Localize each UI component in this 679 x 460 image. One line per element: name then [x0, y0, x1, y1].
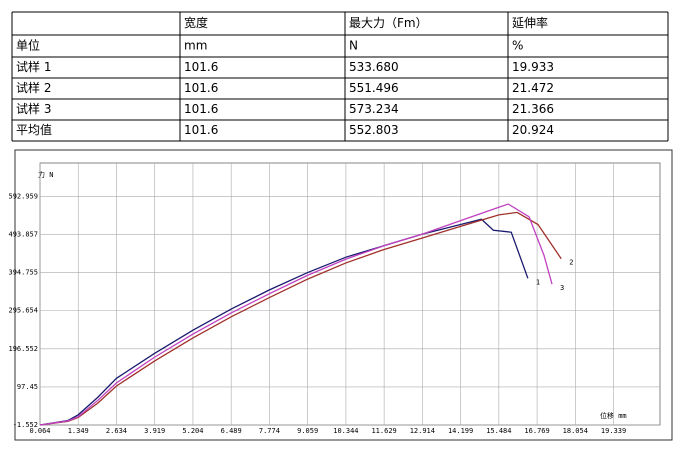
y-tick-label: 97.45 — [17, 383, 38, 391]
y-tick-label: 592.959 — [8, 192, 38, 200]
y-tick-label: 196.552 — [8, 345, 38, 353]
table-cell: 试样 1 — [16, 59, 51, 74]
x-tick-label: 15.484 — [486, 427, 511, 435]
x-tick-label: 2.634 — [106, 427, 127, 435]
x-tick-label: 12.914 — [410, 427, 435, 435]
y-tick-label: 493.857 — [8, 231, 38, 239]
plot-frame — [39, 162, 661, 426]
table-cell: 试样 3 — [16, 101, 51, 116]
y-tick-label: 295.654 — [8, 307, 38, 315]
table-cell: 533.680 — [349, 60, 399, 74]
header-cell: 宽度 — [184, 15, 208, 30]
table-cell: 101.6 — [184, 123, 218, 137]
x-tick-label: 10.344 — [333, 427, 358, 435]
table-cell: 101.6 — [184, 102, 218, 116]
table-cell: 单位 — [16, 38, 40, 53]
table-cell: 19.933 — [512, 60, 554, 74]
table-cell: 试样 2 — [16, 80, 51, 95]
x-tick-label: 9.059 — [297, 427, 318, 435]
table-cell: 20.924 — [512, 123, 554, 137]
x-tick-label: 19.339 — [601, 427, 626, 435]
x-tick-label: 7.774 — [259, 427, 280, 435]
chart-frame — [14, 149, 673, 441]
x-tick-label: 1.349 — [68, 427, 89, 435]
x-tick-label: 6.489 — [221, 427, 242, 435]
header-cell: 延伸率 — [512, 15, 548, 30]
series-line — [39, 218, 529, 426]
table-cell: 573.234 — [349, 102, 399, 116]
x-tick-label: 14.199 — [448, 427, 473, 435]
table-cell: 551.496 — [349, 81, 399, 95]
y-tick-label: -1.552 — [13, 421, 38, 429]
x-tick-label: 18.054 — [563, 427, 588, 435]
table-cell: 552.803 — [349, 123, 399, 137]
chart: 力 N 位移 mm -1.55297.45196.552295.654394.7… — [8, 149, 673, 441]
table-cell: 平均值 — [16, 122, 52, 137]
series-label: 3 — [560, 284, 564, 292]
series-line — [39, 203, 553, 426]
header-cell: 最大力（Fm） — [349, 16, 428, 30]
series-line — [39, 211, 562, 426]
x-tick-label: 16.769 — [524, 427, 549, 435]
table-cell: 21.366 — [512, 102, 554, 116]
x-tick-label: 0.064 — [29, 427, 50, 435]
table-cell: % — [512, 39, 523, 53]
y-tick-label: 394.755 — [8, 269, 38, 277]
x-tick-label: 11.629 — [371, 427, 396, 435]
table-cell: 101.6 — [184, 60, 218, 74]
table-cell: mm — [184, 39, 207, 53]
x-tick-label: 5.204 — [182, 427, 203, 435]
table-cell: N — [349, 39, 358, 53]
y-axis-label: 力 N — [38, 170, 53, 179]
x-tick-label: 3.919 — [144, 427, 165, 435]
table-cell: 21.472 — [512, 81, 554, 95]
series-label: 1 — [536, 278, 540, 286]
series-label: 2 — [569, 259, 573, 267]
table-cell: 101.6 — [184, 81, 218, 95]
